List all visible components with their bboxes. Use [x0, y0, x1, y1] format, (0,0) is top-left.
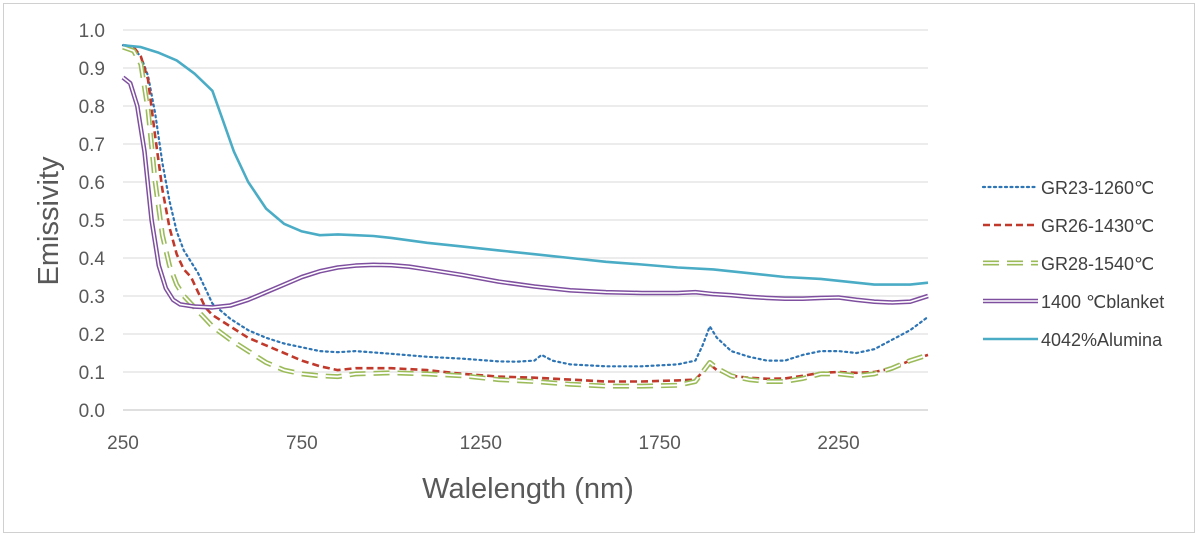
y-tick-label: 0.9 — [79, 59, 105, 80]
legend-item-gr28-1540: GR28-1540℃ — [983, 254, 1154, 274]
legend: GR23-1260℃ GR26-1430℃ GR28-1540℃ 1400 ℃blan… — [981, 178, 1164, 350]
legend-item-gr23-1260: GR23-1260℃ — [981, 178, 1154, 198]
y-tick-label: 0.4 — [79, 249, 106, 270]
y-tick-label: 0.1 — [79, 363, 105, 384]
y-tick-label: 0.6 — [79, 173, 105, 194]
legend-label: 4042%Alumina — [1041, 330, 1163, 350]
y-tick-label: 0.5 — [79, 211, 105, 232]
x-tick-label: 2250 — [817, 433, 859, 454]
legend-label: GR26-1430℃ — [1041, 216, 1154, 236]
series-gr23-1260 — [121, 44, 930, 368]
series-line — [122, 43, 929, 383]
legend-item-gr26-1430: GR26-1430℃ — [983, 216, 1154, 236]
series-line-outer — [121, 75, 929, 310]
x-tick-label: 250 — [107, 433, 139, 454]
legend-label: GR23-1260℃ — [1041, 178, 1154, 198]
series-line — [122, 43, 929, 286]
x-tick-label: 1750 — [639, 433, 681, 454]
series-line-inner — [122, 76, 929, 309]
x-tick-label: 750 — [286, 433, 318, 454]
chart-frame — [3, 3, 1195, 533]
y-tick-label: 0.8 — [79, 97, 105, 118]
x-tick-labels: 250 750 1250 1750 2250 — [107, 433, 860, 454]
series-4042-alumina — [122, 43, 929, 286]
y-tick-labels: 0.0 0.1 0.2 0.3 0.4 0.5 0.6 0.7 0.8 0.9 1.0 — [79, 21, 106, 422]
y-tick-label: 0.2 — [79, 325, 105, 346]
series-gr26-1430 — [122, 43, 929, 383]
legend-label: GR28-1540℃ — [1041, 254, 1154, 274]
y-tick-label: 0.3 — [79, 287, 105, 308]
y-tick-label: 0.7 — [79, 135, 105, 156]
legend-item-1400-blanket: 1400 ℃blanket — [983, 292, 1164, 312]
series-1400-blanket — [121, 75, 929, 310]
x-tick-label: 1250 — [460, 433, 502, 454]
y-tick-label: 1.0 — [79, 21, 105, 42]
y-tick-label: 0.0 — [79, 401, 105, 422]
series-line — [121, 44, 930, 368]
legend-label: 1400 ℃blanket — [1041, 292, 1164, 312]
series-gr28-1540 — [122, 44, 929, 389]
series-lines — [121, 43, 930, 389]
x-axis-title: Walelength (nm) — [422, 473, 634, 505]
y-axis-title: Emissivity — [33, 156, 65, 285]
gridlines — [123, 29, 928, 411]
series-line-inner — [122, 46, 929, 388]
legend-item-4042-alumina: 4042%Alumina — [983, 330, 1163, 350]
